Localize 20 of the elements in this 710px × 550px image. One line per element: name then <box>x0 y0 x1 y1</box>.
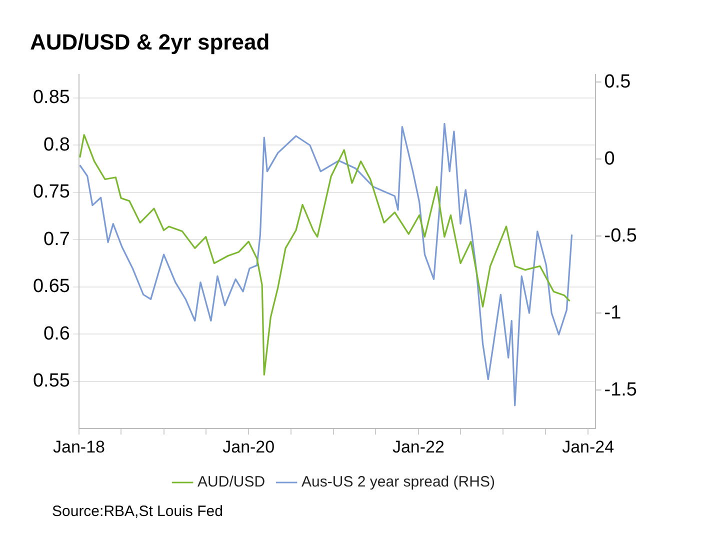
legend-label: Aus-US 2 year spread (RHS) <box>302 474 495 491</box>
x-tick-label: Jan-24 <box>562 437 614 456</box>
y-tick-label: 0.85 <box>32 87 70 108</box>
y-tick-label: 0.55 <box>32 370 70 392</box>
x-tick-label: Jan-18 <box>52 437 105 456</box>
source-note: Source:RBA,St Louis Fed <box>52 503 223 520</box>
y-tick-label: 0.75 <box>32 182 70 203</box>
y-tick-label: 0.65 <box>32 276 70 298</box>
chart-title: AUD/USD & 2yr spread <box>30 29 270 54</box>
y2-tick-label: -0.5 <box>604 225 638 246</box>
y2-tick-label: -1 <box>604 302 622 324</box>
x-tick-label: Jan-22 <box>392 437 444 456</box>
y2-tick-label: -1.5 <box>604 379 638 400</box>
y2-tick-label: 0.5 <box>604 71 631 92</box>
legend-label: AUD/USD <box>198 474 266 491</box>
y2-tick-label: 0 <box>604 148 615 170</box>
x-tick-label: Jan-20 <box>222 437 275 456</box>
y-tick-label: 0.7 <box>44 228 70 250</box>
y-tick-label: 0.6 <box>44 323 70 344</box>
y-tick-label: 0.8 <box>44 134 70 156</box>
